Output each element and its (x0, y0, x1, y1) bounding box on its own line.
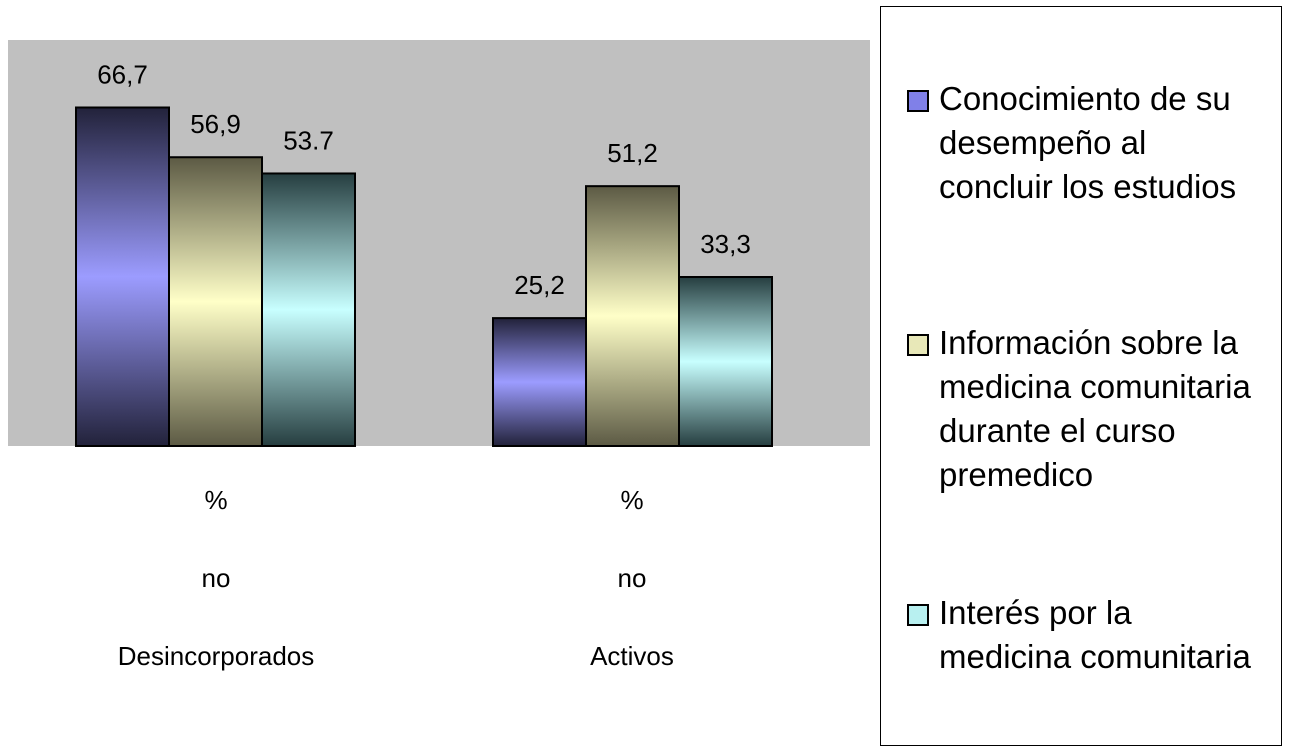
bar-series-1-category-1 (75, 106, 170, 447)
data-label: 56,9 (190, 109, 241, 139)
category-tick-labels: % no Desincorporados% no Activos (118, 485, 674, 671)
legend: Conocimiento de su desempeño al concluir… (880, 6, 1282, 746)
category-tick-label: no (618, 563, 647, 593)
data-label: 25,2 (514, 270, 565, 300)
category-tick-label: Desincorporados (118, 641, 315, 671)
data-label: 33,3 (700, 229, 751, 259)
category-tick-label: % (204, 485, 227, 515)
bar-series-1-category-2 (492, 317, 587, 447)
legend-label-series-1: Conocimiento de su desempeño al concluir… (939, 80, 1237, 205)
bar-series-2-category-1 (168, 156, 263, 447)
category-tick-label: Activos (590, 641, 674, 671)
legend-label-series-2: Información sobre la medicina comunitari… (939, 324, 1251, 493)
legend-swatch-series-3 (907, 604, 929, 626)
category-tick-label: % (620, 485, 643, 515)
data-label: 51,2 (607, 138, 658, 168)
bar-series-3-category-1 (261, 172, 356, 447)
legend-swatch-series-2 (907, 334, 929, 356)
data-label: 53.7 (283, 125, 334, 155)
bar-series-2-category-2 (585, 185, 680, 447)
bar-chart: 66,7 56,9 53.7 25,2 51,2 33,3 % no Desincorpora… (8, 40, 870, 671)
category-tick-label: no (202, 563, 231, 593)
data-labels-layer: 66,7 56,9 53.7 25,2 51,2 33,3 (97, 59, 751, 300)
data-label: 66,7 (97, 59, 148, 89)
bar-series-3-category-2 (678, 276, 773, 447)
legend-label-series-3: Interés por la medicina comunitaria (939, 594, 1251, 675)
legend-swatch-series-1 (907, 90, 929, 112)
bars-layer (75, 106, 773, 447)
